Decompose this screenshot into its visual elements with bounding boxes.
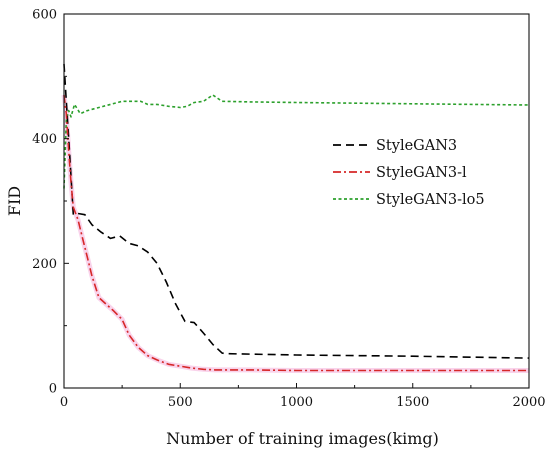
y-tick-label: 600 — [32, 8, 57, 23]
series-line-2 — [63, 94, 530, 189]
x-tick-label: 500 — [168, 395, 193, 410]
ticks-layer — [63, 13, 530, 389]
y-tick-label: 400 — [32, 132, 57, 147]
x-tick-label: 2000 — [512, 395, 545, 410]
series-line-0 — [63, 63, 530, 359]
y-axis-title: FID — [5, 186, 24, 216]
labels-layer: 0 500 1000 1500 2000 0 200 400 600 Number of trai… — [5, 8, 546, 449]
series-halo — [61, 94, 529, 373]
legend-label: StyleGAN3 — [376, 138, 457, 154]
series-line-1 — [63, 94, 529, 372]
x-tick-label: 0 — [60, 395, 68, 410]
legend-label: StyleGAN3-lo5 — [376, 192, 485, 208]
x-axis-title: Number of training images(kimg) — [166, 429, 439, 448]
legend-label: StyleGAN3-l — [376, 165, 467, 181]
red-series-shadow — [61, 94, 529, 373]
x-tick-label: 1000 — [280, 395, 313, 410]
y-tick-label: 200 — [32, 257, 57, 272]
legend: StyleGAN3 StyleGAN3-l StyleGAN3-lo5 — [333, 138, 485, 208]
y-tick-label: 0 — [49, 382, 57, 397]
series-layer — [63, 63, 530, 372]
x-tick-label: 1500 — [396, 395, 429, 410]
